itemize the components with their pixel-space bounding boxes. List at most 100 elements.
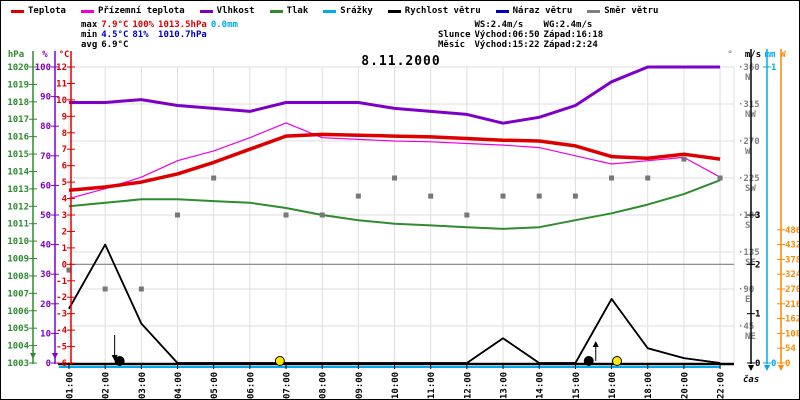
x-tick-label: 22:00 [717, 372, 727, 399]
max-label: max [81, 20, 98, 30]
legend-label: Směr větru [604, 6, 659, 16]
sun-set-sun-icon [611, 356, 622, 366]
x-tick-label: 09:00 [355, 372, 365, 399]
legend-swatch-icon [199, 9, 213, 13]
x-tick-label: 14:00 [536, 372, 546, 399]
axis-tick-label: 270 [785, 285, 800, 295]
axis-tick-label: -5 [56, 343, 67, 353]
x-tick-label: 11:00 [427, 372, 437, 399]
direction-axis-unit: ° [727, 50, 732, 60]
axis-tick-label: 108 [785, 329, 800, 339]
axis-tick-label: 80 [40, 122, 51, 132]
series-wind-direction [66, 156, 723, 292]
wind-axis-unit: m/s [745, 50, 761, 60]
legend-item-0: Teplota [11, 6, 66, 16]
axis-tick-label: 9 [62, 112, 67, 122]
axis-tick-label: 1011 [7, 220, 29, 230]
axis-tick-label: 100 [35, 63, 51, 73]
legend-item-5: Rychlost větru [387, 6, 481, 16]
legend-swatch-icon [80, 9, 94, 13]
legend-swatch-icon [11, 9, 24, 13]
axis-arrow-down-icon [30, 353, 36, 359]
x-tick-label: 10:00 [391, 372, 401, 399]
axis-tick-label: 40 [40, 241, 51, 251]
chart-title: 8.11.2000 [361, 54, 441, 69]
legend-item-7: Směr větru [587, 6, 658, 16]
moon-set-moon-icon [114, 356, 125, 366]
rain-axis-unit: mm [765, 50, 776, 60]
sun-label: Slunce [438, 30, 471, 40]
legend-item-4: Srážky [323, 6, 373, 16]
axis-tick-label: 3 [62, 211, 67, 221]
axis-tick-label: 0 [62, 260, 67, 270]
wind-direction-point [717, 175, 723, 181]
axis-tick-label: -2 [56, 293, 67, 303]
axis-tick-label: 1007 [7, 289, 29, 299]
legend-swatch-icon [587, 9, 601, 13]
pressure-axis-unit: hPa [8, 50, 24, 60]
x-axis-title: čas [743, 374, 759, 385]
moon-rise-moon-icon [583, 356, 594, 366]
direction-compass-label: E [745, 295, 750, 305]
wind-direction-point [66, 267, 72, 273]
wind-direction-point [392, 175, 398, 181]
avg-label: avg [81, 40, 98, 50]
axis-tick-label: 1013 [7, 185, 29, 195]
wind-direction-point [211, 175, 217, 181]
axis-tick-label: 3 [755, 211, 760, 221]
max-humidity: 100% [132, 20, 155, 30]
axis-tick-label: 432 [785, 241, 800, 251]
legend-swatch-icon [323, 9, 337, 13]
axis-tick-label: 2 [62, 227, 67, 237]
axis-arrow-down-icon [52, 353, 58, 359]
axis-tick-label: 70 [40, 152, 51, 162]
x-tick-label: 18:00 [644, 372, 654, 399]
axis-tick-label: 162 [785, 315, 800, 325]
x-tick-label: 02:00 [102, 372, 112, 399]
x-tick-label: 13:00 [500, 372, 510, 399]
axis-tick-label: 6 [62, 162, 67, 172]
direction-tick-label: ·270 [738, 137, 760, 147]
legend-item-6: Náraz větru [495, 6, 572, 16]
humidity-axis-unit: % [42, 50, 48, 60]
axis-tick-label: 1018 [7, 98, 29, 108]
x-tick-label: 15:00 [572, 372, 582, 399]
direction-tick-label: ·315 [738, 100, 760, 110]
axis-tick-label: -3 [56, 310, 67, 320]
axis-tick-label: 378 [785, 255, 800, 265]
wind-direction-point [681, 156, 687, 162]
axis-tick-label: 60 [40, 181, 51, 191]
wind-direction-point [536, 193, 542, 199]
x-tick-label: 03:00 [138, 372, 148, 399]
x-tick-label: 01:00 [66, 372, 76, 399]
axis-tick-label: -4 [56, 326, 67, 336]
x-tick-label: 07:00 [283, 372, 293, 399]
axis-tick-label: 1017 [7, 115, 29, 125]
legend-swatch-icon [387, 9, 401, 13]
x-tick-label: 16:00 [608, 372, 618, 399]
legend-label: Teplota [28, 6, 66, 16]
axis-tick-label: 216 [785, 300, 800, 310]
avg-temp: 6.9°C [101, 40, 129, 50]
direction-compass-label: W [745, 147, 751, 157]
direction-tick-label: ·180 [738, 211, 760, 221]
axis-tick-label: 1014 [7, 167, 29, 177]
solar-axis-unit: W [780, 50, 786, 60]
x-tick-label: 20:00 [680, 372, 690, 399]
stats-minmax: max 7.9°C 100% 1013.5hPa 0.0mm min 4.5°C… [81, 20, 242, 50]
wind-direction-point [500, 193, 506, 199]
axis-tick-label: 1019 [7, 80, 29, 90]
axis-tick-label: 486 [785, 226, 800, 236]
legend-swatch-icon [269, 9, 283, 13]
x-tick-label: 08:00 [319, 372, 329, 399]
sun-rise-time: Východ:06:50 [474, 30, 540, 40]
arrow-down-icon [111, 355, 118, 361]
axis-tick-label: 1005 [7, 324, 29, 334]
axis-tick-label: 10 [56, 96, 67, 106]
wind-gust-max: WG:2.4m/s [543, 20, 593, 30]
wind-direction-point [175, 212, 181, 218]
legend-label: Vlhkost [216, 6, 255, 16]
legend-item-2: Vlhkost [199, 6, 255, 16]
wind-direction-point [138, 286, 144, 292]
wind-direction-point [572, 193, 578, 199]
